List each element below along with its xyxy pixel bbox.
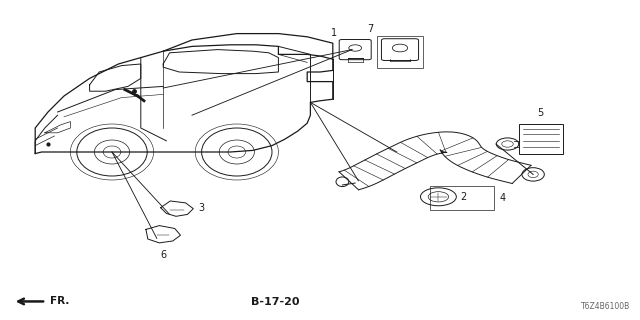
Bar <box>377 36 423 68</box>
Text: T6Z4B6100B: T6Z4B6100B <box>581 302 630 311</box>
Text: 3: 3 <box>198 203 205 213</box>
Text: 4: 4 <box>499 193 506 203</box>
Text: B-17-20: B-17-20 <box>251 297 300 308</box>
Text: 5: 5 <box>538 108 544 118</box>
Text: 1: 1 <box>330 28 337 38</box>
Text: FR.: FR. <box>50 296 69 307</box>
Text: 6: 6 <box>160 250 166 260</box>
Text: 7: 7 <box>367 24 374 34</box>
Text: 2: 2 <box>460 192 467 202</box>
Bar <box>519 124 563 155</box>
Bar <box>430 186 494 210</box>
